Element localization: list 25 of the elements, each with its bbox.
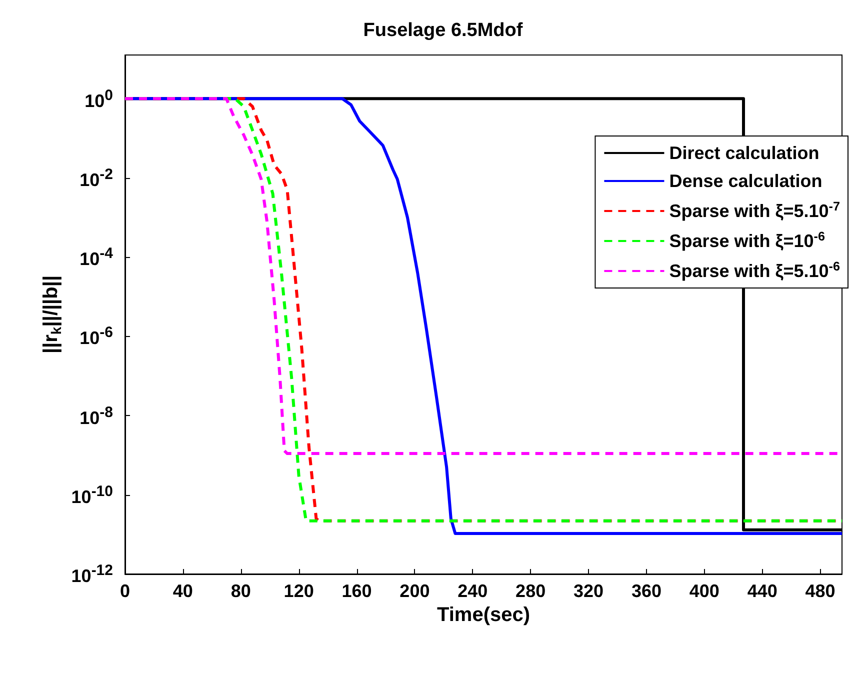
y-tick-label: 10$^{-4}$ [80, 244, 113, 270]
legend-label: Direct calculation [669, 143, 820, 163]
chart-title: Fuselage 6.5Mdof [363, 20, 524, 41]
x-tick-label: 40 [172, 581, 193, 601]
x-tick-label: 120 [284, 581, 314, 601]
x-axis-title: Time(sec) [436, 604, 530, 626]
x-tick-label: 240 [458, 581, 488, 601]
x-tick-label: 200 [400, 581, 430, 601]
x-tick-label: 80 [230, 581, 251, 601]
y-tick-label: 10$^{-8}$ [80, 402, 113, 429]
legend-label: Dense calculation [669, 171, 822, 191]
y-tick-label: 10$^{-12}$ [71, 561, 113, 587]
y-tick-label: 10$^{-2}$ [80, 164, 113, 191]
x-tick-label: 360 [631, 581, 662, 601]
y-tick-label: 10$^{-6}$ [80, 323, 113, 350]
y-tick-label: 10$^{-10}$ [71, 482, 113, 508]
x-tick-label: 400 [689, 581, 720, 601]
y-tick-label: 10$^{0}$ [84, 86, 113, 112]
x-tick-label: 440 [747, 581, 778, 601]
x-tick-label: 0 [120, 581, 130, 601]
x-tick-label: 320 [573, 581, 604, 601]
y-axis-title: ||rk||/||b|| [40, 275, 64, 354]
x-tick-label: 480 [805, 581, 836, 601]
x-tick-label: 280 [516, 581, 546, 601]
x-tick-label: 160 [342, 581, 372, 601]
